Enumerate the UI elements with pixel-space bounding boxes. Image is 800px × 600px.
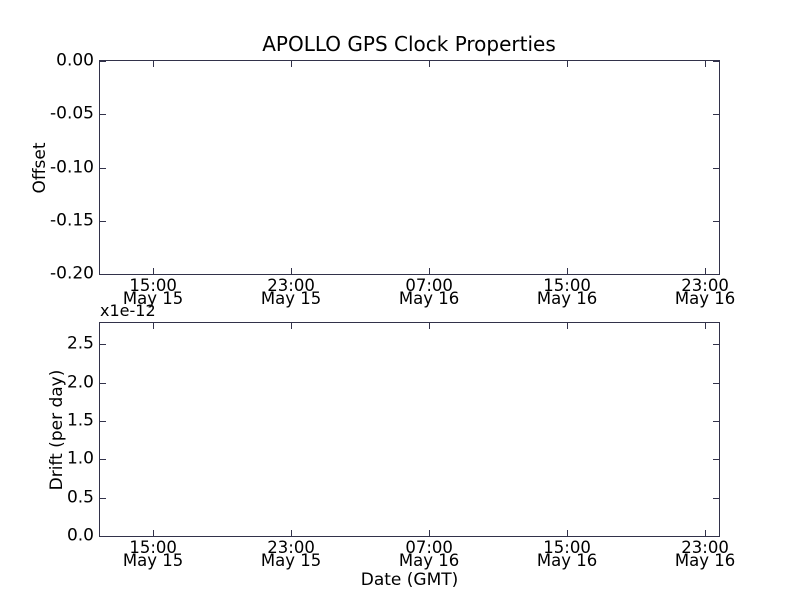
x-tick-mark-bottom (153, 530, 155, 536)
y-tick-mark-right (713, 61, 719, 62)
x-tick-mark-bottom (153, 268, 155, 274)
x-tick-mark-top (429, 61, 431, 67)
x-tick-mark-top (291, 61, 293, 67)
x-tick-mark-bottom (567, 530, 569, 536)
x-tick-date: May 16 (536, 551, 598, 570)
y-tick-label: 0.0 (66, 525, 94, 546)
y-tick-mark-right (713, 344, 719, 346)
x-tick-label: 07:00 May 16 (398, 538, 460, 570)
y-tick-mark-left (100, 382, 106, 384)
x-tick-time: 23:00 (681, 276, 729, 295)
x-tick-mark-top (153, 323, 155, 329)
y-tick-mark-right (713, 167, 719, 169)
y-axis-offset-text: x1e-12 (100, 301, 156, 320)
y-tick-mark-left (100, 114, 106, 116)
y-tick-label: 0.00 (56, 50, 94, 71)
x-tick-date: May 16 (674, 551, 736, 570)
y-axis-label-offset: Offset (30, 141, 50, 194)
x-tick-mark-top (567, 61, 569, 67)
x-tick-mark-top (429, 323, 431, 329)
x-tick-label: 23:00 May 15 (260, 276, 322, 308)
y-tick-mark-right (713, 459, 719, 461)
x-tick-mark-bottom (705, 268, 707, 274)
x-tick-mark-bottom (429, 530, 431, 536)
y-tick-label: 2.0 (66, 372, 94, 393)
x-tick-time: 15:00 (543, 276, 591, 295)
x-tick-time: 15:00 (543, 538, 591, 557)
y-tick-label: 0.5 (66, 487, 94, 508)
x-tick-time: 07:00 (405, 276, 453, 295)
y-tick-mark-right (713, 382, 719, 384)
axes-offset-panel: Offset 15:00 May 15 23:00 May 15 07:00 May 16… (30, 52, 735, 307)
x-tick-mark-top (705, 61, 707, 67)
y-tick-label: 1.0 (66, 448, 94, 469)
x-tick-date: May 15 (122, 551, 184, 570)
y-tick-mark-left (100, 497, 106, 499)
x-tick-mark-bottom (291, 268, 293, 274)
y-tick-mark-left (100, 167, 106, 169)
y-tick-label: 1.5 (66, 410, 94, 431)
x-tick-time: 23:00 (681, 538, 729, 557)
y-tick-mark-right (713, 497, 719, 499)
x-tick-date: May 15 (260, 551, 322, 570)
y-tick-mark-right (713, 274, 719, 275)
x-tick-time: 15:00 (129, 538, 177, 557)
y-tick-mark-right (713, 421, 719, 423)
axes-drift-panel: Drift (per day) x1e-12 Date (GMT) 15:00 M… (47, 301, 735, 590)
y-tick-label: -0.05 (50, 103, 94, 124)
x-tick-mark-top (567, 323, 569, 329)
x-tick-time: 23:00 (267, 538, 315, 557)
y-tick-label: -0.20 (50, 263, 94, 284)
x-tick-label: 23:00 May 15 (260, 538, 322, 570)
x-tick-label: 23:00 May 16 (674, 538, 736, 570)
x-tick-date: May 16 (398, 289, 460, 308)
y-tick-mark-left (100, 220, 106, 222)
x-tick-label: 15:00 May 15 (122, 276, 184, 308)
x-tick-label: 15:00 May 15 (122, 538, 184, 570)
y-tick-mark-left (100, 421, 106, 423)
x-tick-label: 15:00 May 16 (536, 538, 598, 570)
x-tick-mark-bottom (567, 268, 569, 274)
x-tick-date: May 16 (674, 289, 736, 308)
x-tick-time: 07:00 (405, 538, 453, 557)
y-tick-mark-right (713, 114, 719, 116)
x-tick-label: 15:00 May 16 (536, 276, 598, 308)
figure-title: APOLLO GPS Clock Properties (262, 32, 556, 56)
y-tick-label: 2.5 (66, 333, 94, 354)
y-tick-mark-left (100, 274, 106, 275)
x-tick-date: May 16 (536, 289, 598, 308)
x-tick-date: May 15 (122, 289, 184, 308)
y-tick-mark-left (100, 344, 106, 346)
x-tick-mark-bottom (291, 530, 293, 536)
y-tick-mark-right (713, 220, 719, 222)
y-tick-mark-left (100, 61, 106, 62)
x-tick-mark-bottom (429, 268, 431, 274)
x-tick-mark-top (291, 323, 293, 329)
x-tick-date: May 15 (260, 289, 322, 308)
x-tick-mark-top (705, 323, 707, 329)
y-tick-mark-left (100, 536, 106, 537)
y-tick-label: -0.10 (50, 157, 94, 177)
y-tick-label: -0.15 (50, 210, 94, 231)
y-axis-label-drift: Drift (per day) (47, 369, 67, 490)
y-tick-mark-right (713, 536, 719, 537)
x-tick-label: 23:00 May 16 (674, 276, 736, 308)
x-tick-label: 07:00 May 16 (398, 276, 460, 308)
y-tick-mark-left (100, 459, 106, 461)
x-tick-date: May 16 (398, 551, 460, 570)
x-axis-label-date-gmt: Date (GMT) (360, 570, 459, 590)
x-tick-mark-top (153, 61, 155, 67)
x-tick-time: 23:00 (267, 276, 315, 295)
x-tick-mark-bottom (705, 530, 707, 536)
x-tick-time: 15:00 (129, 276, 177, 295)
